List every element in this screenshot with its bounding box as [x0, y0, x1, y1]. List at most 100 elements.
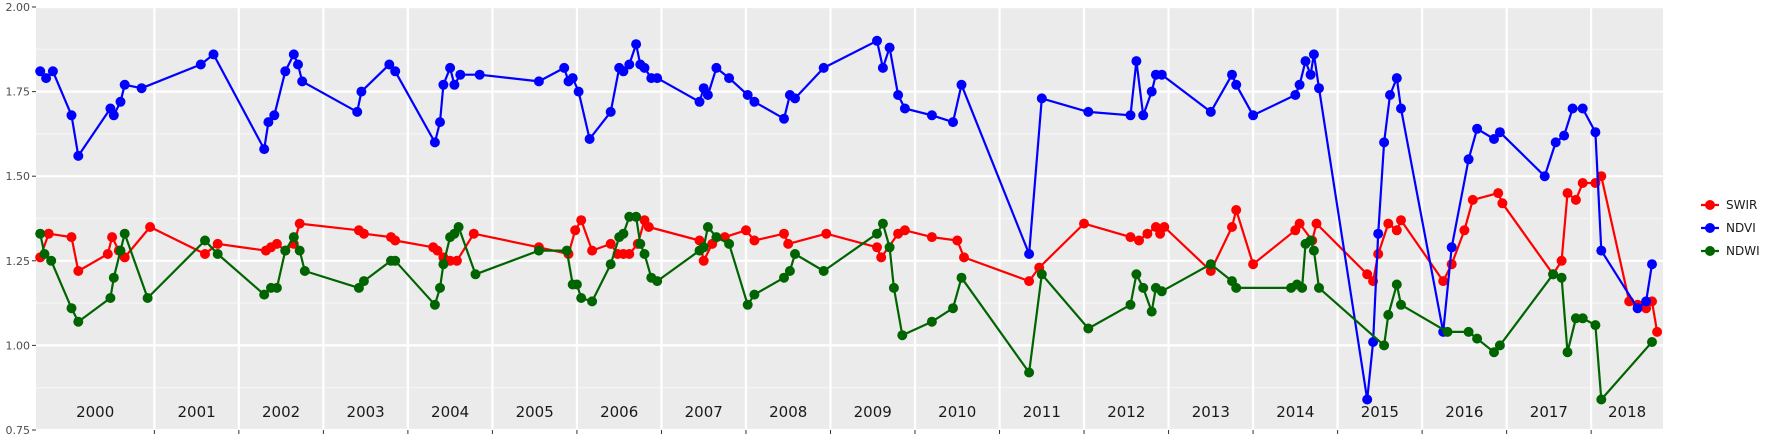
data-point-ndwi — [453, 222, 464, 232]
data-point-ndvi — [605, 106, 616, 117]
data-point-ndvi — [639, 62, 650, 73]
data-point-ndwi — [1205, 259, 1216, 270]
y-tick-label: 1.50 — [6, 170, 31, 183]
data-point-ndvi — [624, 59, 635, 70]
data-point-swir — [1134, 235, 1144, 246]
data-point-ndvi — [1290, 90, 1301, 100]
data-point-ndwi — [884, 242, 895, 253]
year-label: 2018 — [1608, 403, 1646, 421]
data-point-swir — [451, 255, 462, 266]
data-point-swir — [1497, 198, 1508, 209]
data-point-ndvi — [1294, 79, 1305, 90]
data-point-ndvi — [297, 76, 308, 87]
data-point-ndwi — [1379, 340, 1390, 351]
data-point-ndvi — [877, 62, 888, 73]
data-point-ndwi — [39, 249, 50, 259]
data-point-ndwi — [294, 245, 305, 256]
data-point-ndvi — [652, 73, 663, 84]
data-point-ndvi — [899, 103, 910, 114]
data-point-ndvi — [1300, 56, 1311, 67]
data-point-swir — [576, 215, 587, 226]
data-point-ndvi — [1590, 127, 1601, 138]
data-point-ndvi — [1647, 259, 1657, 270]
data-point-ndvi — [1596, 245, 1607, 256]
y-tick-label: 1.00 — [6, 339, 31, 352]
data-point-ndwi — [561, 245, 572, 256]
y-tick-label: 2.00 — [6, 1, 31, 14]
data-point-ndvi — [352, 106, 363, 117]
data-point-swir — [605, 238, 616, 249]
legend-key-point — [1705, 246, 1715, 256]
data-point-swir — [876, 252, 887, 263]
data-point-ndwi — [533, 245, 544, 256]
data-point-ndvi — [269, 110, 280, 121]
data-point-swir — [1079, 218, 1089, 229]
data-point-swir — [698, 255, 709, 266]
data-point-ndvi — [559, 62, 570, 73]
data-point-swir — [1024, 276, 1035, 287]
year-label: 2016 — [1445, 403, 1483, 421]
series-swir — [35, 171, 1663, 337]
data-point-ndvi — [1036, 93, 1047, 104]
data-point-ndvi — [263, 117, 274, 128]
data-point-ndvi — [390, 66, 401, 77]
year-label: 2003 — [347, 403, 385, 421]
year-label: 2002 — [262, 403, 300, 421]
data-point-ndvi — [1125, 110, 1136, 121]
data-point-ndwi — [784, 266, 795, 276]
data-point-ndvi — [1314, 83, 1324, 94]
year-label: 2014 — [1276, 403, 1314, 421]
data-point-ndwi — [73, 316, 84, 327]
data-point-ndvi — [1231, 79, 1242, 90]
data-point-swir — [926, 232, 937, 243]
data-point-swir — [1577, 178, 1588, 188]
data-point-ndvi — [948, 117, 958, 128]
data-point-ndwi — [1297, 282, 1308, 293]
data-point-ndwi — [1463, 326, 1474, 337]
data-point-ndvi — [73, 150, 84, 161]
year-label: 2004 — [431, 403, 469, 421]
data-point-ndwi — [288, 232, 299, 243]
data-point-ndvi — [573, 86, 584, 97]
year-label: 2009 — [854, 403, 892, 421]
data-point-swir — [1570, 194, 1581, 205]
data-point-swir — [1248, 259, 1259, 270]
data-point-ndwi — [1472, 333, 1483, 344]
data-point-swir — [1396, 215, 1406, 226]
data-point-ndwi — [1577, 313, 1588, 324]
data-point-ndwi — [119, 228, 130, 239]
data-point-swir — [468, 228, 479, 239]
legend-item-ndvi: NDVI — [1701, 221, 1756, 235]
data-point-swir — [959, 252, 969, 263]
data-point-ndwi — [1156, 286, 1167, 297]
data-point-ndwi — [926, 316, 937, 327]
data-point-ndvi — [1373, 228, 1384, 239]
data-point-ndvi — [742, 90, 753, 100]
data-point-ndvi — [455, 69, 466, 80]
data-point-ndwi — [212, 249, 223, 259]
data-point-ndwi — [438, 259, 449, 270]
year-label: 2006 — [600, 403, 638, 421]
data-point-ndvi — [1391, 73, 1402, 84]
data-point-swir — [1383, 218, 1394, 229]
data-point-swir — [66, 232, 77, 243]
data-point-ndwi — [259, 289, 270, 300]
data-point-swir — [294, 218, 305, 229]
data-point-ndvi — [41, 73, 52, 84]
data-point-swir — [741, 225, 751, 236]
year-label: 2011 — [1023, 403, 1061, 421]
data-point-ndvi — [445, 62, 456, 73]
data-point-swir — [1556, 255, 1567, 266]
data-point-ndvi — [1368, 337, 1379, 347]
data-point-ndvi — [356, 86, 367, 97]
data-point-ndwi — [1231, 282, 1242, 293]
data-point-ndvi — [1567, 103, 1578, 114]
data-point-swir — [643, 222, 654, 232]
year-label: 2005 — [516, 403, 554, 421]
data-point-swir — [783, 238, 794, 249]
data-point-ndwi — [711, 232, 722, 243]
data-point-ndwi — [271, 282, 282, 293]
data-point-swir — [1493, 188, 1504, 199]
data-point-swir — [570, 225, 581, 236]
